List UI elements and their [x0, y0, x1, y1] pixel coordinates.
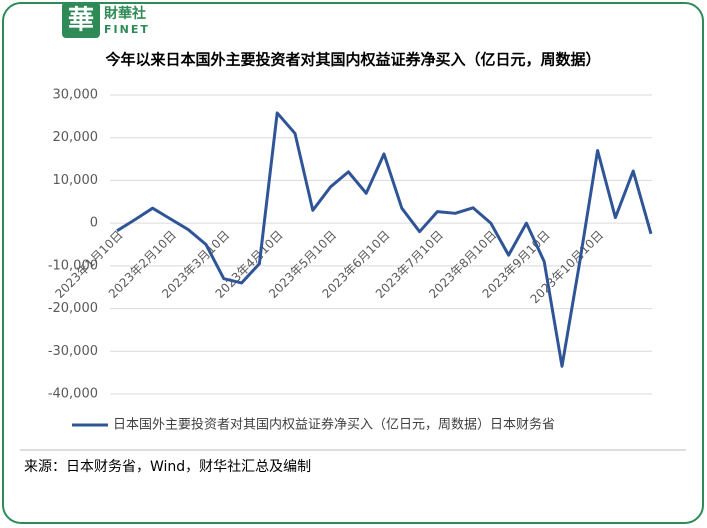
y-tick-label: -40,000 — [48, 387, 98, 402]
y-tick-label: -30,000 — [48, 344, 98, 359]
y-tick-label: 0 — [90, 216, 98, 231]
y-tick-label: 30,000 — [53, 88, 99, 103]
logo-box — [62, 2, 100, 38]
y-tick-label: 10,000 — [53, 173, 99, 188]
logo-latin: FINET — [104, 23, 150, 36]
y-tick-label: 20,000 — [53, 130, 99, 145]
logo-name: 財華社 — [103, 5, 146, 22]
source-note: 来源：日本财务省，Wind，财华社汇总及编制 — [24, 459, 311, 475]
logo-mark: 華 — [68, 6, 94, 36]
legend-label: 日本国外主要投资者对其国内权益证券净买入（亿日元，周数据）日本财务省 — [113, 417, 555, 433]
series-line — [116, 111, 653, 368]
y-tick-label: -20,000 — [48, 301, 98, 316]
y-tick-label: -10,000 — [48, 258, 98, 273]
chart-title: 今年以来日本国外主要投资者对其国内权益证券净买入（亿日元，周数据） — [104, 51, 600, 69]
